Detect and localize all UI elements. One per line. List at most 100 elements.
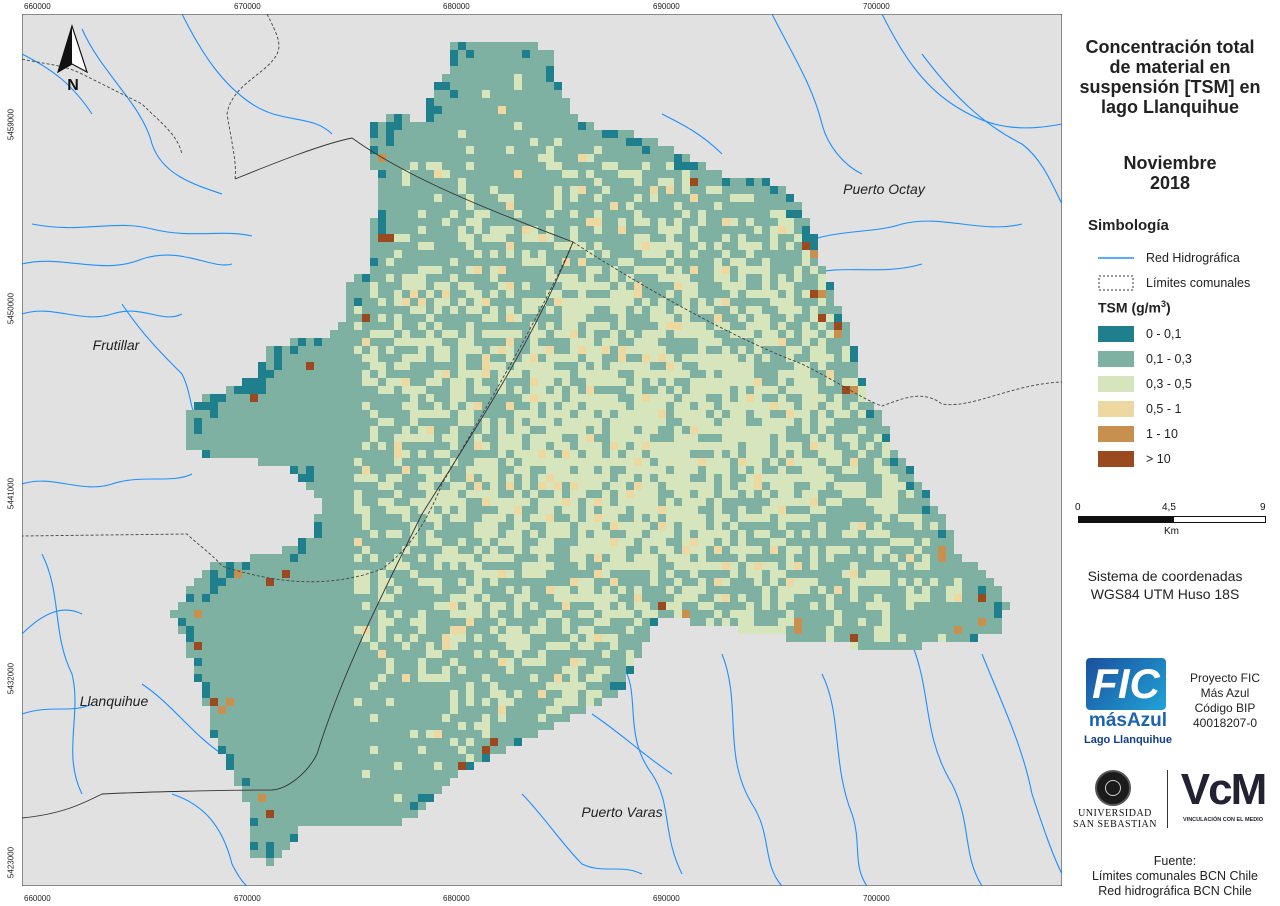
tsm-pixel <box>570 586 578 594</box>
tsm-pixel <box>770 314 778 322</box>
tsm-pixel <box>250 402 258 410</box>
tsm-pixel <box>762 602 770 610</box>
tsm-pixel <box>658 322 666 330</box>
tsm-pixel <box>714 578 722 586</box>
tsm-pixel <box>274 586 282 594</box>
tsm-pixel <box>490 58 498 66</box>
tsm-pixel <box>786 474 794 482</box>
tsm-pixel <box>698 538 706 546</box>
tsm-pixel <box>826 618 834 626</box>
tsm-pixel <box>474 458 482 466</box>
tsm-pixel <box>594 354 602 362</box>
tsm-pixel <box>474 402 482 410</box>
tsm-pixel <box>666 490 674 498</box>
tsm-pixel <box>226 394 234 402</box>
tsm-pixel <box>738 346 746 354</box>
tsm-pixel <box>786 450 794 458</box>
tsm-pixel <box>578 346 586 354</box>
tsm-pixel <box>410 578 418 586</box>
tsm-pixel <box>698 162 706 170</box>
tsm-pixel <box>698 514 706 522</box>
tsm-pixel <box>498 122 506 130</box>
tsm-pixel <box>282 458 290 466</box>
tsm-pixel <box>794 298 802 306</box>
tsm-pixel <box>482 234 490 242</box>
tsm-pixel <box>610 266 618 274</box>
tsm-pixel <box>522 634 530 642</box>
tsm-pixel <box>642 346 650 354</box>
tsm-pixel <box>210 402 218 410</box>
tsm-pixel <box>490 106 498 114</box>
tsm-pixel <box>402 578 410 586</box>
tsm-pixel <box>434 650 442 658</box>
tsm-pixel <box>666 570 674 578</box>
tsm-pixel <box>730 434 738 442</box>
tsm-pixel <box>698 474 706 482</box>
tsm-pixel <box>482 210 490 218</box>
tsm-pixel <box>546 362 554 370</box>
tsm-pixel <box>690 466 698 474</box>
tsm-pixel <box>362 290 370 298</box>
tsm-pixel <box>818 586 826 594</box>
tsm-pixel <box>682 562 690 570</box>
tsm-pixel <box>338 402 346 410</box>
tsm-pixel <box>490 74 498 82</box>
tsm-pixel <box>578 602 586 610</box>
tsm-pixel <box>578 522 586 530</box>
tsm-pixel <box>666 314 674 322</box>
tsm-pixel <box>418 242 426 250</box>
tsm-pixel <box>674 314 682 322</box>
tsm-pixel <box>426 410 434 418</box>
tsm-pixel <box>394 546 402 554</box>
tsm-pixel <box>434 146 442 154</box>
tsm-pixel <box>842 546 850 554</box>
tsm-pixel <box>738 186 746 194</box>
tsm-pixel <box>578 226 586 234</box>
tsm-pixel <box>458 474 466 482</box>
tsm-pixel <box>338 578 346 586</box>
tsm-pixel <box>642 322 650 330</box>
tsm-pixel <box>458 202 466 210</box>
tsm-pixel <box>474 258 482 266</box>
tsm-pixel <box>498 490 506 498</box>
tsm-pixel <box>610 490 618 498</box>
tsm-pixel <box>410 514 418 522</box>
tsm-pixel <box>378 594 386 602</box>
river-line <box>41 553 83 795</box>
tsm-pixel <box>266 642 274 650</box>
tsm-pixel <box>850 474 858 482</box>
tsm-pixel <box>938 562 946 570</box>
tsm-pixel <box>370 354 378 362</box>
tsm-pixel <box>266 370 274 378</box>
tsm-pixel <box>778 202 786 210</box>
tsm-pixel <box>338 618 346 626</box>
tsm-pixel <box>338 562 346 570</box>
tsm-pixel <box>498 658 506 666</box>
tsm-pixel <box>426 146 434 154</box>
tsm-pixel <box>490 474 498 482</box>
tsm-pixel <box>626 618 634 626</box>
tsm-pixel <box>714 274 722 282</box>
tsm-pixel <box>738 362 746 370</box>
tsm-pixel <box>642 562 650 570</box>
tsm-pixel <box>178 610 186 618</box>
tsm-pixel <box>602 522 610 530</box>
tsm-pixel <box>306 386 314 394</box>
tsm-pixel <box>722 402 730 410</box>
tsm-pixel <box>370 634 378 642</box>
tsm-pixel <box>522 82 530 90</box>
tsm-pixel <box>802 450 810 458</box>
tsm-pixel <box>362 498 370 506</box>
tsm-pixel <box>778 626 786 634</box>
tsm-pixel <box>874 514 882 522</box>
tsm-pixel <box>714 394 722 402</box>
tsm-pixel <box>554 138 562 146</box>
tsm-pixel <box>682 458 690 466</box>
tsm-pixel <box>546 314 554 322</box>
tsm-pixel <box>474 330 482 338</box>
tsm-pixel <box>234 650 242 658</box>
tsm-pixel <box>450 626 458 634</box>
tsm-pixel <box>210 618 218 626</box>
tsm-pixel <box>746 242 754 250</box>
tsm-pixel <box>578 314 586 322</box>
